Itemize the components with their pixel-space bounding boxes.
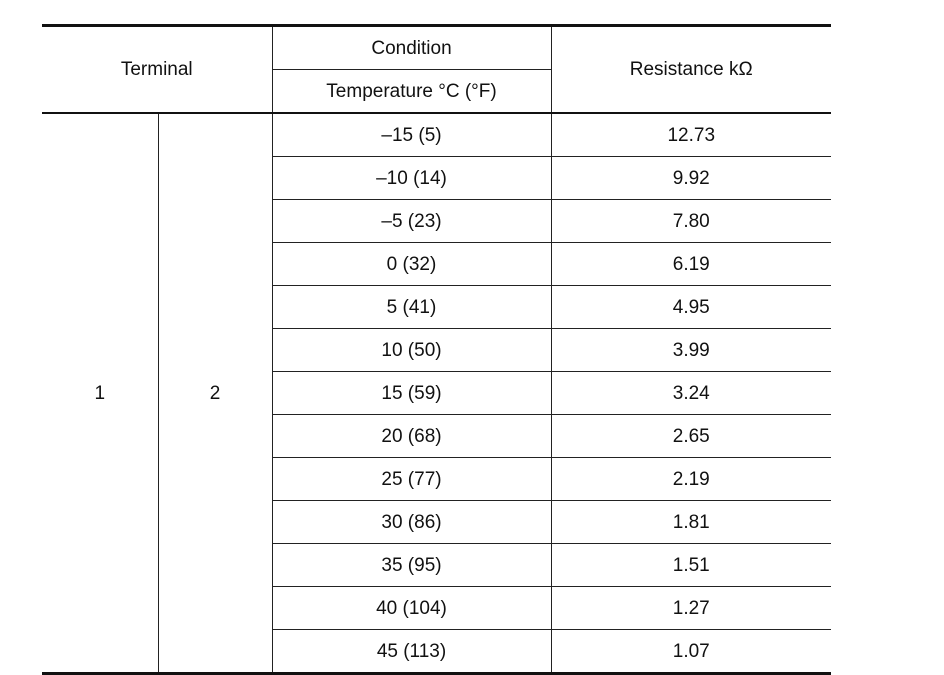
resistance-header: Resistance kΩ — [550, 24, 831, 114]
table-row: 25 (77) 2.19 — [42, 457, 831, 501]
resistance-cell: 2.65 — [550, 414, 831, 458]
table-row: 45 (113) 1.07 — [42, 629, 831, 675]
header-row-1: Terminal Condition Resistance kΩ — [42, 24, 831, 114]
terminal-1-cell: 1 — [42, 112, 159, 675]
resistance-cell: 9.92 — [550, 156, 831, 200]
resistance-cell: 3.99 — [550, 328, 831, 372]
temperature-cell: 45 (113) — [271, 629, 552, 675]
table-row: 15 (59) 3.24 — [42, 371, 831, 415]
temperature-cell: –5 (23) — [271, 199, 552, 243]
temperature-cell: 30 (86) — [271, 500, 552, 544]
resistance-cell: 1.81 — [550, 500, 831, 544]
temperature-cell: 5 (41) — [271, 285, 552, 329]
resistance-cell: 3.24 — [550, 371, 831, 415]
temperature-cell: 40 (104) — [271, 586, 552, 630]
resistance-cell: 1.27 — [550, 586, 831, 630]
resistance-cell: 1.07 — [550, 629, 831, 675]
table-body: 1 2 –15 (5) 12.73 –10 (14) 9.92 –5 (23) 7.80 0 (… — [42, 112, 831, 675]
temperature-header: Temperature °C (°F) — [271, 69, 552, 114]
resistance-cell: 2.19 — [550, 457, 831, 501]
temperature-cell: 0 (32) — [271, 242, 552, 286]
table-row: 5 (41) 4.95 — [42, 285, 831, 329]
table-header: Terminal Condition Resistance kΩ Tempera… — [42, 24, 831, 114]
condition-header: Condition — [271, 24, 552, 70]
temperature-cell: –15 (5) — [271, 112, 552, 157]
terminal-header: Terminal — [42, 24, 273, 114]
temperature-cell: 15 (59) — [271, 371, 552, 415]
table-row: –5 (23) 7.80 — [42, 199, 831, 243]
temperature-cell: 10 (50) — [271, 328, 552, 372]
temperature-cell: 25 (77) — [271, 457, 552, 501]
table-row: 30 (86) 1.81 — [42, 500, 831, 544]
table-row: 35 (95) 1.51 — [42, 543, 831, 587]
temperature-cell: 20 (68) — [271, 414, 552, 458]
resistance-cell: 7.80 — [550, 199, 831, 243]
resistance-cell: 6.19 — [550, 242, 831, 286]
temperature-cell: 35 (95) — [271, 543, 552, 587]
resistance-cell: 1.51 — [550, 543, 831, 587]
resistance-cell: 4.95 — [550, 285, 831, 329]
resistance-table: Terminal Condition Resistance kΩ Tempera… — [42, 24, 831, 675]
table-row: 10 (50) 3.99 — [42, 328, 831, 372]
header-row-2: Temperature °C (°F) — [42, 69, 831, 114]
table-row: 1 2 –15 (5) 12.73 — [42, 112, 831, 675]
resistance-cell: 12.73 — [550, 112, 831, 157]
terminal-2-cell: 2 — [157, 112, 273, 675]
temperature-cell: –10 (14) — [271, 156, 552, 200]
